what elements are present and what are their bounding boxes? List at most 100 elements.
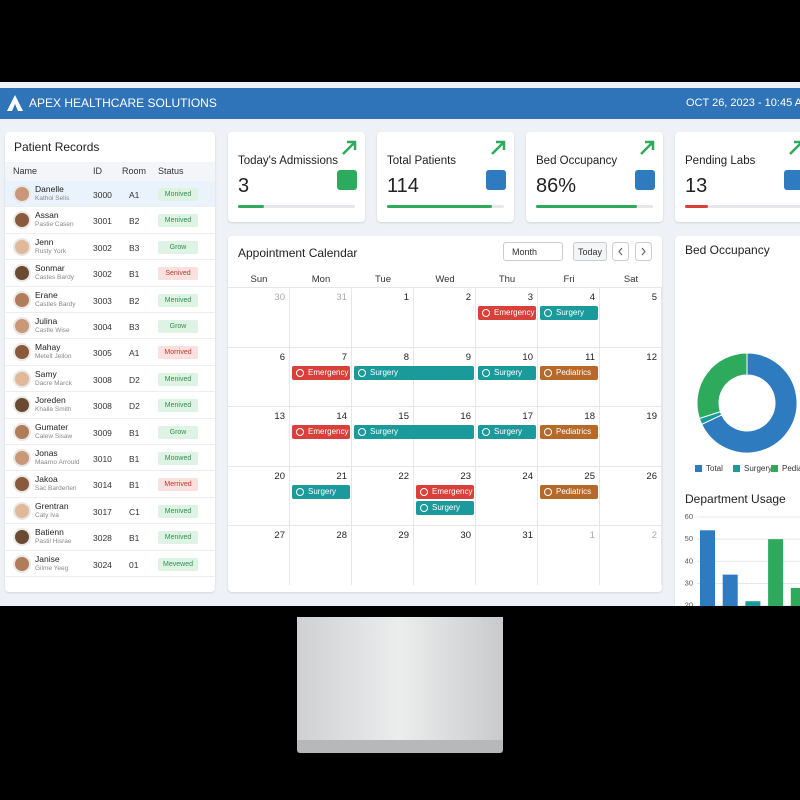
day-number: 30 [460, 530, 471, 541]
bar [745, 601, 761, 606]
avatar [13, 185, 31, 203]
patient-room: B3 [129, 322, 140, 332]
button-frame [635, 242, 652, 261]
status-pill: Menived [158, 399, 198, 413]
patient-row: Janise Gilme Yeeg 3024 01 Mevewed [5, 551, 215, 577]
patient-id: 3004 [93, 322, 112, 332]
patient-id: 3010 [93, 454, 112, 464]
bar [790, 587, 800, 606]
stand-neck [297, 617, 503, 741]
logo [7, 95, 23, 111]
day-cell [538, 287, 600, 347]
donut-slice [701, 352, 798, 454]
event-icon [482, 309, 490, 317]
avatar [13, 290, 31, 309]
patient-id: 3008 [93, 401, 112, 412]
day-number: 29 [398, 530, 409, 541]
day-number: 20 [274, 470, 285, 482]
patient-row: Batienn Pastil Hisrae 3028 B1 Menived [5, 524, 215, 551]
patient-room: C1 [129, 506, 140, 517]
legend-label: Total [706, 464, 723, 473]
stat-icons [486, 140, 506, 190]
avatar [13, 317, 31, 335]
day-number: 15 [398, 411, 409, 422]
event-label: Surgery [494, 367, 523, 377]
event-label: Emergency [308, 427, 349, 436]
prev-button[interactable] [612, 242, 629, 261]
event-icon [358, 428, 366, 436]
patient-name: Janise [35, 553, 60, 564]
patient-name: Jenn [35, 236, 54, 247]
status-pill: Grow [158, 425, 198, 439]
chevron [618, 247, 623, 256]
next-button[interactable] [635, 242, 652, 261]
event-label: Pediatrics [556, 427, 592, 436]
patient-id: 3000 [93, 190, 112, 200]
stat-icon [486, 170, 506, 190]
event-icon [544, 487, 552, 496]
day-cell [476, 346, 538, 406]
legend-label: Surgery [744, 464, 772, 473]
patient-room: B1 [129, 480, 140, 491]
screen: APEX HEALTHCARE SOLUTIONS OCT 26, 2023 - … [0, 82, 800, 606]
status-pill: Morrived [158, 346, 198, 360]
patient-panel: Patient Records Name ID Room Status Danelle Ka… [5, 132, 215, 592]
chart-title: Bed Occupancy [685, 243, 770, 257]
status-pill: Monived [158, 188, 198, 201]
patient-row: Jonas Maarno Arrould 3010 B1 Moowed [5, 445, 215, 472]
today-button[interactable]: Today [573, 242, 607, 261]
patient-room: D2 [129, 401, 140, 412]
column-header: Status [158, 166, 184, 176]
status-pill: Menived [158, 372, 198, 386]
view-select[interactable]: Month [503, 242, 563, 261]
patient-row: Danelle Kathol Selis 3000 A1 Monived [5, 181, 215, 208]
weekday: Wed [435, 274, 455, 285]
status-pill: Menived [158, 293, 198, 307]
event-icon [544, 428, 552, 436]
day-number: 1 [589, 530, 595, 541]
day-number: 12 [646, 351, 657, 363]
day-cell [290, 346, 352, 406]
day-number: 3 [527, 292, 533, 303]
stat-card: Today's Admissions 3 [228, 132, 365, 222]
event-label: Pediatrics [556, 486, 592, 496]
stat-icons [635, 140, 655, 190]
event-chip: Surgery [478, 425, 536, 439]
event-chip: Emergency [292, 425, 350, 439]
patient-row: Assan Pastie Casen 3001 B2 Menived [5, 207, 215, 234]
chart-panel: Bed Occupancy Total Surgery Pediatrics Depar… [675, 236, 800, 606]
day-cell [228, 346, 290, 406]
patient-name: Joreden [35, 395, 66, 406]
patient-id: 3017 [93, 506, 112, 517]
event-icon [482, 368, 490, 377]
stat-icons [784, 140, 800, 190]
patient-id: 3024 [93, 559, 112, 570]
patient-subtitle: Castle Wise [35, 327, 70, 334]
event-icon [482, 428, 490, 436]
patient-id: 3014 [93, 480, 112, 491]
day-cell [600, 525, 662, 585]
event-label: Pediatrics [556, 367, 592, 377]
day-cell [476, 525, 538, 585]
chevron [641, 247, 646, 256]
stat-label: Bed Occupancy [536, 155, 618, 167]
table-header [5, 162, 215, 181]
event-chip: Surgery [478, 365, 536, 380]
column-header: ID [93, 166, 102, 176]
day-cell [538, 465, 600, 525]
event-label: Surgery [308, 486, 337, 496]
day-cell [600, 287, 662, 347]
stat-value: 13 [685, 175, 708, 197]
day-cell [290, 287, 352, 347]
stat-icons [337, 140, 357, 190]
day-number: 1 [403, 292, 409, 303]
progress-fill [536, 205, 637, 208]
patient-name: Grentran [35, 500, 69, 511]
day-cell [600, 346, 662, 406]
event-label: Emergency [308, 367, 349, 377]
event-icon [358, 368, 366, 377]
event-label: Surgery [494, 427, 523, 436]
charts: Bed Occupancy Total Surgery Pediatrics Depar… [685, 243, 800, 606]
trend-arrow [789, 140, 800, 155]
patient-subtitle: Castles Bardy [35, 300, 76, 308]
